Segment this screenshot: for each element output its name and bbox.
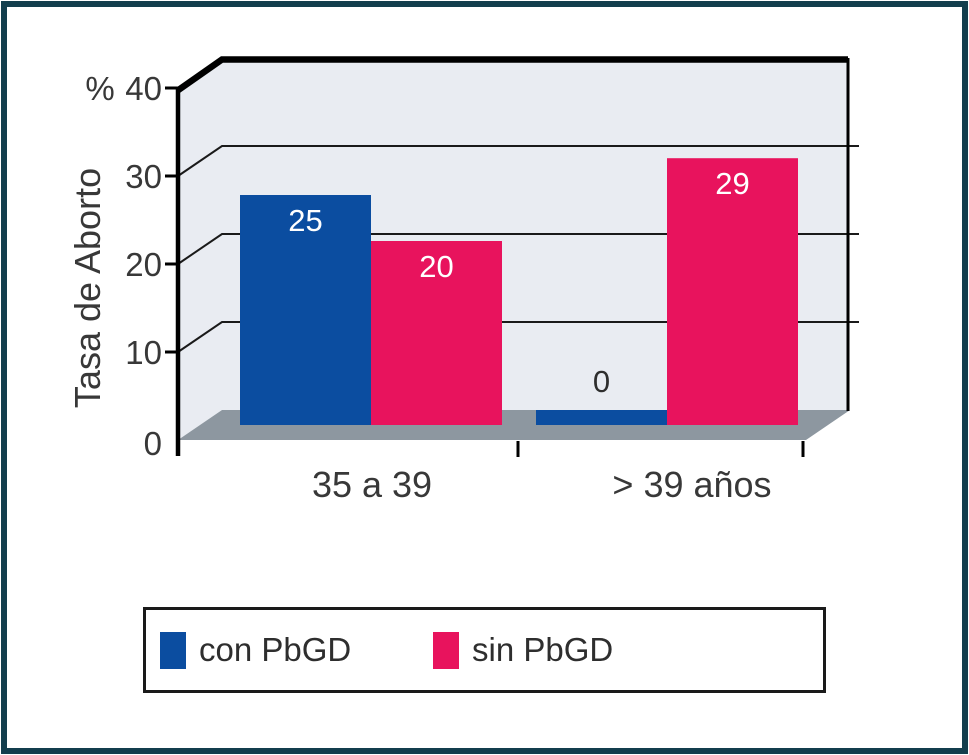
legend-swatch-blue [160,631,186,669]
gridline [177,145,859,177]
axes-group [165,56,850,457]
legend: con PbGD sin PbGD [143,607,826,693]
y-axis-title: Tasa de Aborto [67,168,108,408]
bar [667,158,798,425]
bar-value-label: 20 [419,249,453,284]
legend-item-sin-pbgd: sin PbGD [433,610,613,690]
bar [536,410,667,425]
y-tick-label: 10 [125,334,162,371]
gridline [177,233,859,265]
legend-label: con PbGD [199,631,352,668]
gridlines-group [177,145,859,353]
x-category-label: > 39 años [612,464,771,505]
gridline [177,321,859,353]
bar-value-label: 29 [715,166,749,201]
labels-group: 0 10 20 30 40 35 a 39 > 39 años [125,70,771,505]
x-category-label: 35 a 39 [312,464,432,505]
y-axis-unit-label: % [85,70,114,107]
legend-item-con-pbgd: con PbGD [160,610,351,690]
y-tick-label: 0 [144,425,162,462]
legend-swatch-pink [433,631,459,669]
legend-label: sin PbGD [472,631,614,668]
y-tick-label: 20 [125,246,162,283]
y-tick-label: 30 [125,158,162,195]
top-edge-line [175,56,848,94]
bar-value-label: 25 [288,203,322,238]
bar [371,241,502,425]
bar [240,195,371,425]
y-tick-label: 40 [125,70,162,107]
bar-value-label: 0 [593,364,610,399]
bars-group: 25 0 20 29 [240,158,798,425]
